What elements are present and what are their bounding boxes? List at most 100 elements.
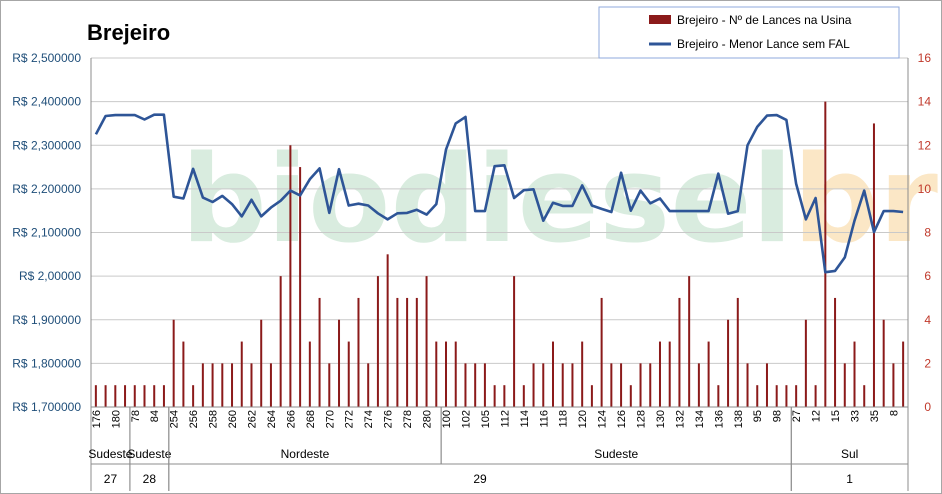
- bar: [474, 363, 477, 407]
- right-axis-ticks: 16 14 12 10 8 6 4 2 0: [918, 51, 932, 414]
- x-tick-label: 270: [324, 410, 336, 428]
- x-tick-label: 262: [247, 410, 259, 428]
- right-tick-label: 10: [918, 182, 932, 196]
- legend-label-bars: Brejeiro - Nº de Lances na Usina: [677, 13, 852, 27]
- x-tick-label: 272: [344, 410, 356, 428]
- left-tick-label: R$ 2,500000: [12, 51, 81, 65]
- bar: [221, 363, 224, 407]
- region-label: Sul: [841, 447, 858, 461]
- left-tick-label: R$ 1,900000: [12, 313, 81, 327]
- bar: [658, 341, 661, 407]
- right-tick-label: 8: [924, 226, 931, 240]
- legend-bar-swatch: [649, 15, 671, 24]
- bar: [376, 276, 379, 407]
- bar: [435, 341, 438, 407]
- x-tick-label: 180: [110, 410, 122, 428]
- bar: [756, 385, 759, 407]
- bar: [892, 363, 895, 407]
- left-tick-label: R$ 2,100000: [12, 226, 81, 240]
- bar: [192, 385, 195, 407]
- bar: [804, 319, 807, 407]
- bar: [513, 276, 516, 407]
- line-series: [94, 113, 904, 274]
- x-tick-label: 260: [227, 410, 239, 428]
- x-tick-label: 136: [713, 410, 725, 428]
- bar: [386, 254, 389, 407]
- region-label: Sudeste: [88, 447, 132, 461]
- bar: [639, 363, 642, 407]
- bar: [279, 276, 282, 407]
- right-tick-label: 0: [924, 400, 931, 414]
- bar: [182, 341, 185, 407]
- bar: [503, 385, 506, 407]
- bar: [445, 341, 448, 407]
- bar: [318, 297, 321, 407]
- bar: [240, 341, 243, 407]
- bar: [338, 319, 341, 407]
- x-tick-label: 120: [577, 410, 589, 428]
- bar: [250, 363, 253, 407]
- x-tick-label: 124: [597, 410, 609, 428]
- bar: [114, 385, 117, 407]
- bar: [143, 385, 146, 407]
- x-tick-label: 84: [149, 410, 161, 422]
- bar: [649, 363, 652, 407]
- right-tick-label: 12: [918, 138, 932, 152]
- x-tick-label: 278: [402, 410, 414, 428]
- left-tick-label: R$ 2,00000: [19, 269, 81, 283]
- right-tick-label: 14: [918, 95, 932, 109]
- bar: [328, 363, 331, 407]
- bar: [872, 123, 875, 407]
- bar: [104, 385, 107, 407]
- bar: [532, 363, 535, 407]
- axes: [90, 58, 909, 408]
- right-tick-label: 6: [924, 269, 931, 283]
- legend: Brejeiro - Nº de Lances na Usina Brejeir…: [598, 6, 900, 59]
- bar: [775, 385, 778, 407]
- bar: [882, 319, 885, 407]
- bar: [581, 341, 584, 407]
- bar: [201, 363, 204, 407]
- right-tick-label: 4: [924, 313, 931, 327]
- bar: [834, 297, 837, 407]
- bar: [231, 363, 234, 407]
- region-label: Sudeste: [594, 447, 638, 461]
- bar: [396, 297, 399, 407]
- left-axis-ticks: R$ 2,500000 R$ 2,400000 R$ 2,300000 R$ 2,20…: [12, 51, 81, 414]
- x-tick-label: 268: [305, 410, 317, 428]
- x-tick-label: 15: [830, 410, 842, 422]
- left-tick-label: R$ 2,300000: [12, 138, 81, 152]
- bar: [620, 363, 623, 407]
- bar-series: [94, 101, 905, 407]
- x-tick-label: 35: [869, 410, 881, 422]
- bar: [795, 385, 798, 407]
- bar: [133, 385, 136, 407]
- x-tick-label: 118: [558, 410, 570, 428]
- bar: [863, 385, 866, 407]
- x-tick-label: 116: [538, 410, 550, 428]
- x-tick-label: 280: [422, 410, 434, 428]
- x-tick-label: 100: [441, 410, 453, 428]
- x-tick-label: 264: [266, 410, 278, 428]
- x-tick-label: 276: [383, 410, 395, 428]
- bar: [522, 385, 525, 407]
- x-tick-label: 274: [363, 410, 375, 428]
- x-tick-label: 105: [480, 410, 492, 428]
- x-tick-label: 33: [850, 410, 862, 422]
- x-tick-label: 266: [285, 410, 297, 428]
- bar: [357, 297, 360, 407]
- left-tick-label: R$ 1,700000: [12, 400, 81, 414]
- x-tick-label: 256: [188, 410, 200, 428]
- left-tick-label: R$ 2,400000: [12, 95, 81, 109]
- bar: [454, 341, 457, 407]
- x-tick-label: 27: [791, 410, 803, 422]
- bar: [289, 145, 292, 407]
- bar: [668, 341, 671, 407]
- bar: [124, 385, 127, 407]
- bar: [367, 363, 370, 407]
- x-tick-label: 128: [636, 410, 648, 428]
- region-label: Sudeste: [127, 447, 171, 461]
- right-tick-label: 16: [918, 51, 932, 65]
